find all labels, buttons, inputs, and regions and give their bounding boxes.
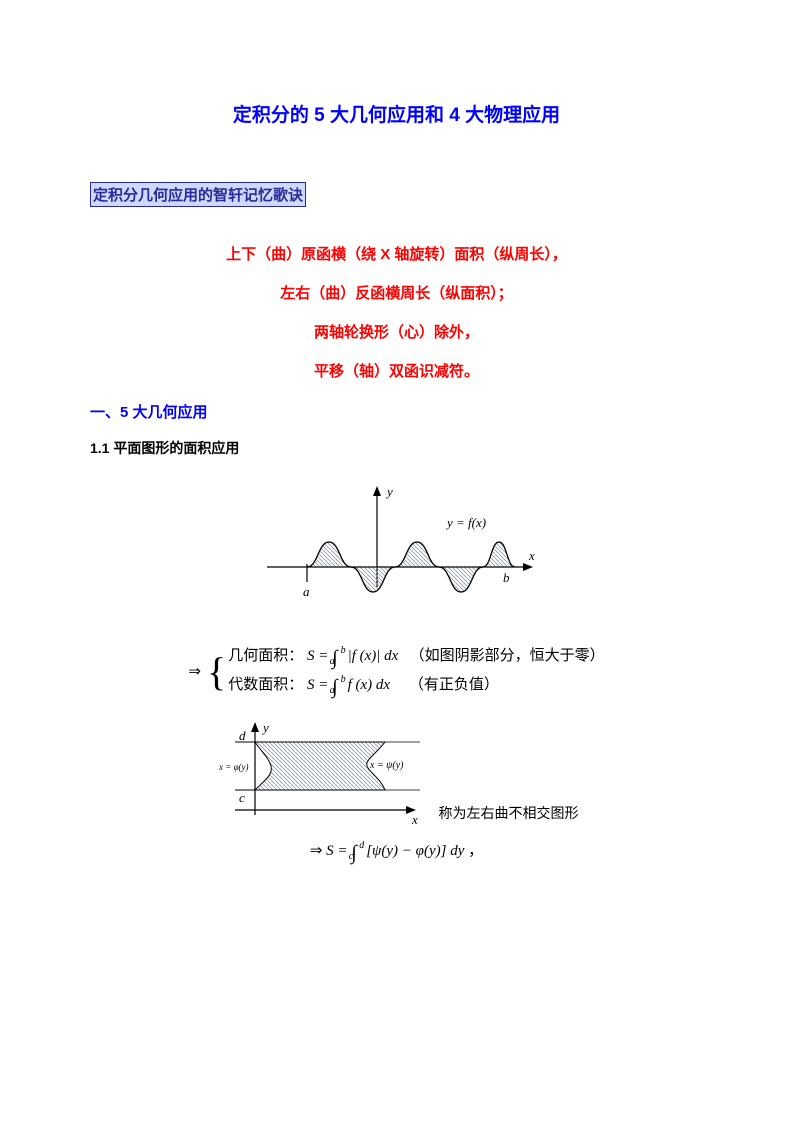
mnemonic-line-3: 两轴轮换形（心）除外， (90, 321, 703, 342)
figure2-caption: 称为左右曲不相交图形 (439, 803, 579, 835)
y-axis-label: y (385, 484, 393, 499)
section-heading: 一、5 大几何应用 (90, 401, 703, 422)
formula-block-2: ⇒ S = ∫cd[ψ(y) − φ(y)] dy ， (90, 839, 703, 865)
mnemonic-line-4: 平移（轴）双函识减符。 (90, 360, 703, 381)
right-curve-label: x = ψ(y) (369, 760, 404, 771)
figure-region: y x d c x = φ(y) x = ψ(y) (215, 720, 425, 835)
formula1-line1-prefix: 几何面积： (228, 648, 303, 664)
left-curve-label: x = φ(y) (218, 762, 249, 772)
formula1-line1-note: （如图阴影部分，恒大于零） (410, 648, 605, 664)
d-label: d (239, 728, 246, 743)
x-axis-label-2: x (411, 812, 418, 827)
curve-label: y = f(x) (445, 515, 486, 530)
formula-block-1: ⇒ { 几何面积： S = ∫ab|f (x)| dx （如图阴影部分，恒大于零… (90, 641, 703, 702)
a-label: a (303, 584, 310, 599)
arrow-symbol-2: ⇒ (310, 843, 323, 859)
figure-sine: y x a b y = f(x) (90, 482, 703, 627)
formula1-line2-prefix: 代数面积： (228, 677, 303, 693)
mnemonic-line-1: 上下（曲）原函横（绕 X 轴旋转）面积（纵周长）， (90, 243, 703, 264)
x-axis-label: x (528, 548, 535, 563)
arrow-symbol: ⇒ (188, 662, 201, 681)
c-label: c (239, 790, 245, 805)
b-label: b (503, 570, 510, 585)
subsection-heading: 1.1 平面图形的面积应用 (90, 438, 703, 458)
formula1-line2-note: （有正负值） (409, 677, 499, 693)
mnemonic-heading: 定积分几何应用的智轩记忆歌诀 (90, 182, 306, 207)
mnemonic-line-2: 左右（曲）反函横周长（纵面积）； (90, 282, 703, 303)
y-axis-label-2: y (261, 720, 269, 735)
page-title: 定积分的 5 大几何应用和 4 大物理应用 (90, 100, 703, 127)
